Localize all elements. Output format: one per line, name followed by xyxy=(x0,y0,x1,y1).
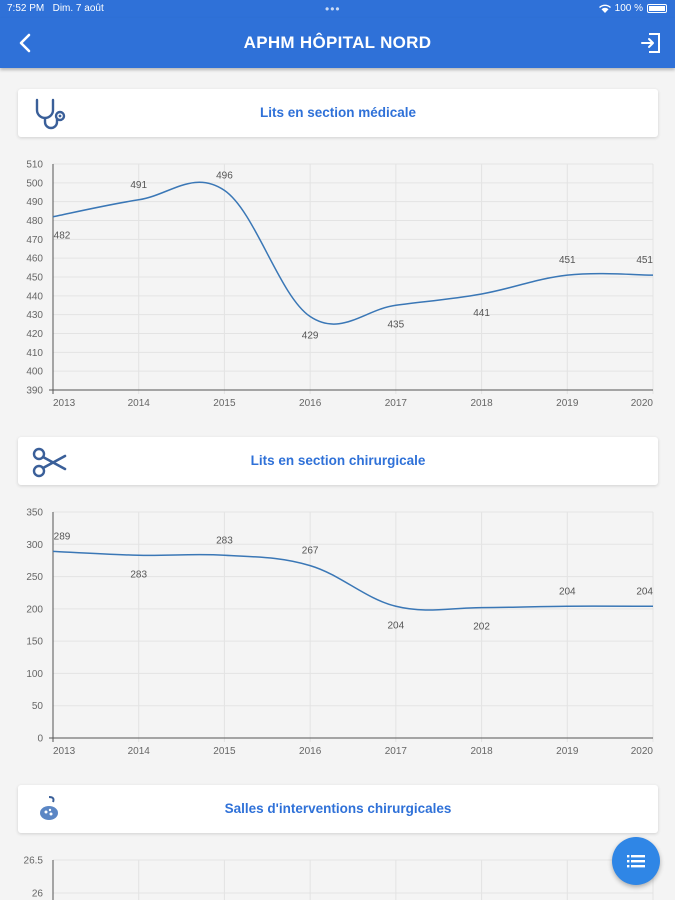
x-tick-label: 2020 xyxy=(631,398,654,409)
y-tick-label: 480 xyxy=(26,216,43,227)
data-label: 496 xyxy=(216,170,233,181)
data-label: 204 xyxy=(388,620,405,631)
data-label: 204 xyxy=(636,586,653,597)
y-tick-label: 460 xyxy=(26,254,43,265)
y-tick-label: 350 xyxy=(26,508,43,519)
list-fab-button[interactable] xyxy=(612,837,660,885)
x-tick-label: 2015 xyxy=(213,398,236,409)
x-tick-label: 2018 xyxy=(470,746,493,757)
x-tick-label: 2018 xyxy=(470,398,493,409)
page-title: APHM HÔPITAL NORD xyxy=(243,33,432,52)
data-label: 451 xyxy=(559,255,576,266)
x-tick-label: 2017 xyxy=(385,746,408,757)
x-tick-label: 2015 xyxy=(213,746,236,757)
x-tick-label: 2014 xyxy=(128,398,151,409)
data-label: 289 xyxy=(54,531,71,542)
data-label: 267 xyxy=(302,546,319,557)
y-tick-label: 440 xyxy=(26,291,43,302)
data-label: 435 xyxy=(388,319,405,330)
data-label: 491 xyxy=(130,180,147,191)
y-tick-label: 390 xyxy=(26,386,43,397)
y-tick-label: 200 xyxy=(26,604,43,615)
y-tick-label: 150 xyxy=(26,637,43,648)
section-title-surgical: Lits en section chirurgicale xyxy=(250,453,426,468)
y-tick-label: 490 xyxy=(26,197,43,208)
logout-icon[interactable] xyxy=(639,31,663,55)
data-label: 451 xyxy=(636,255,653,266)
surgical-lamp-icon xyxy=(40,796,58,820)
x-tick-label: 2019 xyxy=(556,746,579,757)
y-tick-label: 500 xyxy=(26,178,43,189)
y-tick-label: 300 xyxy=(26,540,43,551)
data-label: 202 xyxy=(473,622,490,633)
multitasking-dots[interactable]: ••• xyxy=(325,2,341,16)
data-label: 283 xyxy=(216,535,233,546)
chart-medical-beds: 390 400 410 420 430 440 450 460 470 480 490 500 510 2… xyxy=(26,160,654,409)
section-title-medical: Lits en section médicale xyxy=(259,105,417,120)
x-tick-label: 2013 xyxy=(53,398,76,409)
x-tick-label: 2013 xyxy=(53,746,76,757)
status-time: 7:52 PM Dim. 7 août xyxy=(7,3,104,14)
x-tick-label: 2016 xyxy=(299,398,322,409)
app-bar: APHM HÔPITAL NORD xyxy=(0,18,675,68)
data-label: 482 xyxy=(54,231,71,242)
x-tick-label: 2014 xyxy=(128,746,151,757)
y-tick-label: 50 xyxy=(32,701,44,712)
y-tick-label: 100 xyxy=(26,669,43,680)
y-tick-label: 400 xyxy=(26,367,43,378)
section-card-surgical: Lits en section chirurgicale xyxy=(18,437,658,485)
data-label: 441 xyxy=(473,308,490,319)
data-label: 204 xyxy=(559,586,576,597)
x-tick-label: 2020 xyxy=(631,746,654,757)
y-tick-label: 410 xyxy=(26,348,43,359)
chart-operating-rooms: 26 26.5 xyxy=(24,856,654,900)
status-bar: 7:52 PM Dim. 7 août ••• 100 % xyxy=(0,0,675,18)
y-tick-label: 470 xyxy=(26,235,43,246)
section-card-medical: Lits en section médicale xyxy=(18,89,658,137)
y-tick-label: 510 xyxy=(26,160,43,171)
y-tick-label: 250 xyxy=(26,572,43,583)
status-right: 100 % xyxy=(598,3,667,14)
wifi-icon xyxy=(598,4,611,13)
series-line xyxy=(52,550,654,611)
data-label: 429 xyxy=(302,331,319,342)
stethoscope-icon xyxy=(35,98,66,130)
y-tick-label: 420 xyxy=(26,329,43,340)
list-icon xyxy=(627,855,645,868)
y-tick-label: 26 xyxy=(32,889,44,900)
x-tick-label: 2019 xyxy=(556,398,579,409)
x-tick-label: 2016 xyxy=(299,746,322,757)
scissors-icon xyxy=(32,447,67,478)
y-tick-label: 430 xyxy=(26,310,43,321)
y-tick-label: 0 xyxy=(37,734,43,745)
battery-percent: 100 % xyxy=(614,3,643,14)
data-label: 283 xyxy=(130,569,147,580)
section-title-operating-rooms: Salles d'interventions chirurgicales xyxy=(224,801,452,816)
x-tick-label: 2017 xyxy=(385,398,408,409)
y-tick-label: 26.5 xyxy=(24,856,44,867)
chart-surgical-beds: 0 50 100 150 200 250 300 350 2013 2014 2015 2016 201… xyxy=(26,508,654,757)
y-tick-label: 450 xyxy=(26,273,43,284)
battery-icon xyxy=(647,4,667,13)
series-line xyxy=(52,181,654,325)
back-chevron-icon[interactable] xyxy=(14,31,38,55)
section-card-operating-rooms: Salles d'interventions chirurgicales xyxy=(18,785,658,833)
